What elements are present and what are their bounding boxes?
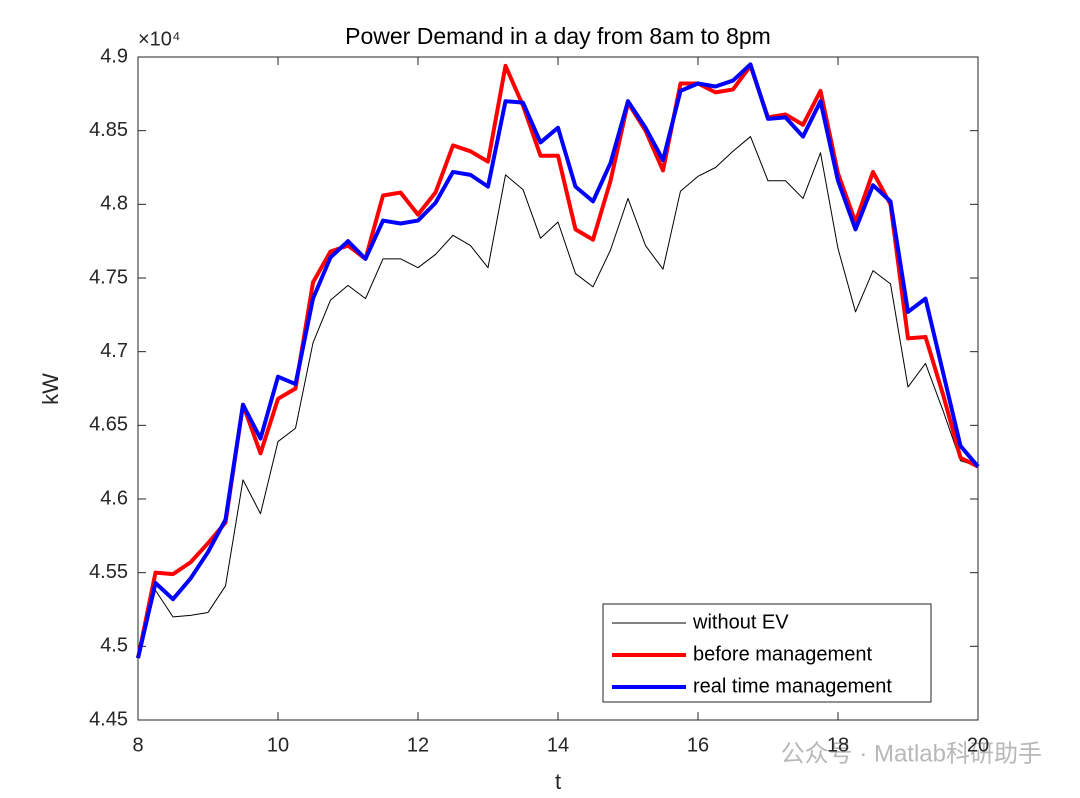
y-axis-label: kW bbox=[38, 373, 63, 405]
x-tick-label: 12 bbox=[407, 734, 429, 756]
y-tick-label: 4.9 bbox=[100, 45, 128, 67]
y-tick-label: 4.65 bbox=[89, 414, 128, 436]
legend-label: real time management bbox=[693, 675, 892, 697]
y-tick-label: 4.7 bbox=[100, 340, 128, 362]
y-tick-label: 4.6 bbox=[100, 487, 128, 509]
x-tick-label: 16 bbox=[687, 734, 709, 756]
x-tick-label: 14 bbox=[547, 734, 569, 756]
x-axis-label: t bbox=[555, 769, 561, 794]
y-tick-label: 4.45 bbox=[89, 708, 128, 730]
legend-label: without EV bbox=[692, 611, 789, 633]
x-tick-label: 18 bbox=[827, 734, 849, 756]
y-tick-label: 4.55 bbox=[89, 561, 128, 583]
y-exponent: ×10⁴ bbox=[138, 28, 181, 50]
chart-title: Power Demand in a day from 8am to 8pm bbox=[345, 23, 771, 49]
watermark: 公众号 · Matlab科研助手 bbox=[781, 740, 1042, 767]
x-tick-label: 20 bbox=[967, 734, 989, 756]
data-line bbox=[136, 62, 980, 659]
y-tick-label: 4.5 bbox=[100, 635, 128, 657]
y-tick-label: 4.75 bbox=[89, 266, 128, 288]
data-line bbox=[137, 136, 979, 659]
legend-label: before management bbox=[693, 643, 872, 665]
y-tick-label: 4.85 bbox=[89, 119, 128, 141]
x-tick-label: 8 bbox=[132, 734, 143, 756]
x-tick-label: 10 bbox=[267, 734, 289, 756]
y-tick-label: 4.8 bbox=[100, 193, 128, 215]
